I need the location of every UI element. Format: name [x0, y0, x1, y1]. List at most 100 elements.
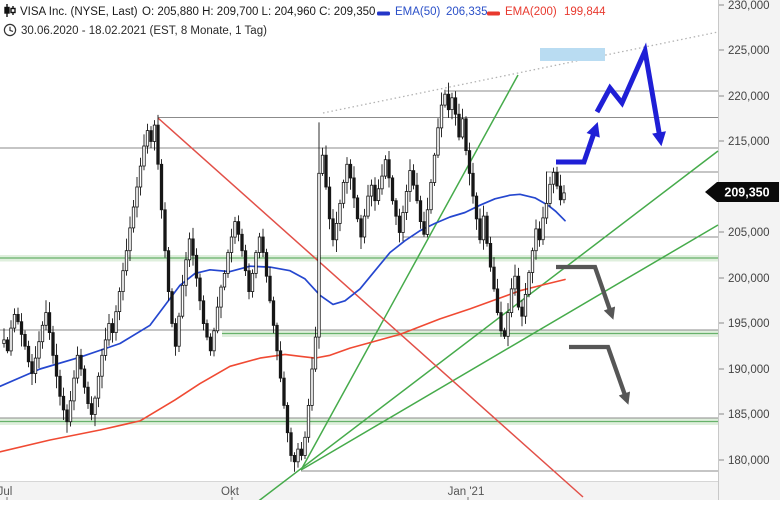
candle-body	[303, 436, 307, 456]
candle-body	[19, 321, 24, 335]
candle-body	[338, 202, 342, 224]
candle-body	[264, 252, 269, 277]
ema200-label: EMA(200)	[505, 6, 557, 18]
candle-body	[317, 172, 321, 338]
candle-body	[474, 195, 479, 220]
x-axis-label: Jul	[0, 486, 12, 498]
candle-body	[121, 270, 125, 293]
candle-body	[229, 236, 234, 253]
candle-body	[383, 159, 388, 177]
candle-body	[432, 154, 437, 183]
candle-body	[485, 215, 489, 244]
candle-body	[124, 250, 129, 272]
candle-body	[481, 215, 486, 241]
instrument-title: VISA Inc. (NYSE, Last)	[20, 6, 138, 18]
y-axis-label: 195,000	[728, 318, 770, 330]
candle-body	[61, 395, 66, 411]
candle-body	[520, 306, 524, 317]
ema50-legend-dash	[377, 11, 390, 16]
candle-body	[128, 227, 132, 252]
candle-body	[54, 354, 59, 377]
candle-body	[446, 93, 451, 111]
candle-body	[201, 300, 206, 324]
candle-body	[135, 186, 139, 208]
candle-body	[331, 218, 335, 241]
candle-body	[166, 250, 171, 292]
green-fan-trendline	[300, 224, 719, 471]
candle-body	[418, 200, 423, 222]
candle-body	[173, 323, 178, 347]
candle-body	[44, 312, 48, 326]
candle-body	[408, 170, 412, 192]
candle-body	[96, 375, 101, 399]
candle-body	[205, 323, 209, 338]
candle-body	[429, 181, 433, 211]
candle-body	[506, 312, 510, 337]
support-zones	[0, 255, 718, 425]
candle-body	[457, 113, 461, 138]
y-axis-label: 230,000	[728, 0, 770, 12]
candle-body	[562, 192, 566, 201]
candle-body	[359, 218, 363, 238]
candle-body	[401, 212, 405, 233]
highlight-rect	[540, 48, 605, 61]
candle-body	[460, 118, 465, 138]
red-downtrend-line	[157, 117, 584, 498]
candle-body	[341, 181, 346, 204]
ema200-value: 199,844	[564, 6, 606, 18]
blue-projection-path-2	[594, 42, 666, 147]
candle-body	[233, 221, 237, 238]
candle-body	[450, 97, 454, 111]
x-axis: Jul Okt Jan '21	[0, 486, 484, 500]
candle-body	[12, 313, 17, 329]
candle-body	[306, 404, 311, 438]
candle-body	[425, 209, 430, 235]
last-price-value: 209,350	[724, 186, 769, 200]
candle-body	[156, 124, 160, 165]
candle-body	[467, 150, 472, 174]
candle-body	[443, 93, 447, 106]
candle-body	[285, 404, 290, 434]
candle-body	[324, 154, 328, 188]
candle-body	[499, 312, 503, 332]
candle-body	[509, 288, 514, 313]
analyst-annotations	[540, 42, 666, 405]
y-axis-label: 220,000	[728, 91, 770, 103]
candle-body	[5, 339, 10, 352]
candle-body	[373, 184, 377, 202]
candle-body	[254, 252, 258, 274]
candle-body	[51, 332, 55, 356]
candle-body	[394, 200, 398, 217]
candle-body	[453, 97, 458, 115]
candle-body	[131, 206, 136, 229]
ema50-label: EMA(50)	[395, 6, 441, 18]
y-axis-label: 190,000	[728, 364, 770, 376]
candle-body	[530, 250, 535, 273]
candle-body	[33, 357, 38, 375]
x-axis-strip	[0, 482, 718, 500]
candle-body	[149, 130, 153, 142]
candle-body	[282, 377, 286, 406]
candle-body	[40, 324, 45, 343]
candle-body	[348, 163, 353, 179]
trendlines	[157, 31, 719, 498]
candle-body	[299, 448, 304, 456]
candle-body	[548, 183, 552, 204]
chart-header: VISA Inc. (NYSE, Last) O: 205,880 H: 209…	[3, 4, 606, 37]
candle-body	[152, 124, 157, 142]
ohlc-values: O: 205,880 H: 209,700 L: 204,960 C: 209,…	[142, 6, 375, 18]
candle-body	[310, 368, 314, 406]
y-axis-strip	[718, 0, 780, 500]
candle-body	[79, 354, 83, 370]
candle-body	[219, 286, 223, 308]
candle-body	[555, 171, 559, 187]
ema50-line	[0, 193, 566, 388]
candle-body	[502, 330, 507, 337]
y-axis-label: 180,000	[728, 455, 770, 467]
candle-body	[313, 336, 318, 370]
candle-body	[107, 323, 111, 341]
candle-body	[145, 130, 150, 147]
candle-body	[110, 323, 115, 334]
candle-body	[366, 195, 370, 217]
